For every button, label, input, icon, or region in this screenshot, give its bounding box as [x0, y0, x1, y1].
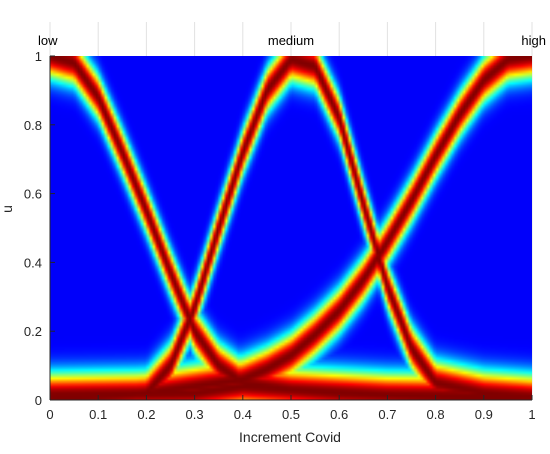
x-tick-label: 0.2 [137, 407, 155, 422]
membership-label-high: high [521, 33, 546, 48]
x-axis-ticks: 0 0.1 0.2 0.3 0.4 0.5 0.6 0.7 0.8 0.9 1 [46, 395, 536, 422]
x-tick-label: 0.1 [89, 407, 107, 422]
x-axis-label: Increment Covid [239, 429, 341, 445]
membership-label-low: low [38, 33, 58, 48]
heatmap-surface [50, 56, 532, 400]
x-tick-label: 1 [528, 407, 535, 422]
x-tick-label: 0.4 [234, 407, 252, 422]
y-tick-label: 0.6 [24, 187, 42, 202]
x-tick-label: 0 [46, 407, 53, 422]
y-tick-label: 0 [35, 393, 42, 408]
x-tick-label: 0.5 [282, 407, 300, 422]
y-tick-label: 1 [35, 49, 42, 64]
y-axis-ticks: 0 0.2 0.4 0.6 0.8 1 [24, 49, 55, 408]
x-tick-label: 0.6 [330, 407, 348, 422]
y-tick-label: 0.8 [24, 118, 42, 133]
x-tick-label: 0.3 [186, 407, 204, 422]
x-tick-label: 0.9 [475, 407, 493, 422]
membership-label-medium: medium [268, 33, 314, 48]
x-tick-label: 0.8 [427, 407, 445, 422]
y-tick-label: 0.2 [24, 324, 42, 339]
y-tick-label: 0.4 [24, 255, 42, 270]
membership-labels: low medium high [38, 33, 546, 48]
y-axis-label: u [0, 205, 15, 213]
x-tick-label: 0.7 [378, 407, 396, 422]
